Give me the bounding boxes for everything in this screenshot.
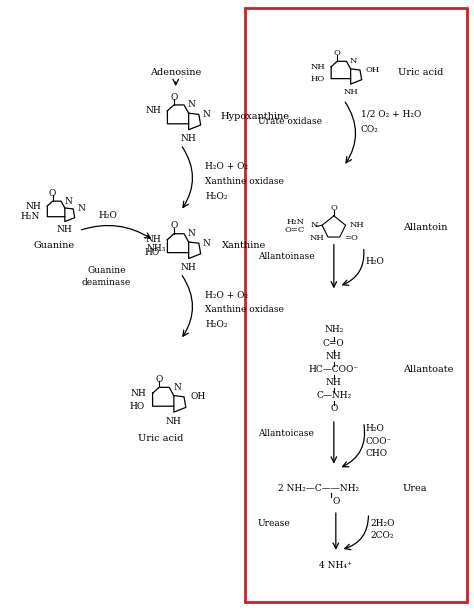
Text: O=C: O=C xyxy=(284,226,304,234)
Text: Uric acid: Uric acid xyxy=(398,68,444,76)
Text: 4 NH₄⁺: 4 NH₄⁺ xyxy=(319,561,352,570)
Text: NH: NH xyxy=(166,417,182,425)
Text: H₂O + O₂: H₂O + O₂ xyxy=(205,291,248,299)
Text: O: O xyxy=(330,204,337,212)
Text: HO: HO xyxy=(144,248,160,257)
Text: H₂O: H₂O xyxy=(99,211,118,221)
Text: 2 NH₂—C——NH₂: 2 NH₂—C——NH₂ xyxy=(278,484,360,493)
Text: H₂N: H₂N xyxy=(20,212,39,221)
Text: N: N xyxy=(188,229,196,238)
Text: NH: NH xyxy=(343,88,358,96)
Text: NH: NH xyxy=(26,202,41,211)
Text: N: N xyxy=(188,100,196,109)
Text: H₂O: H₂O xyxy=(365,425,384,433)
Text: NH: NH xyxy=(310,63,325,71)
Text: Allantoicase: Allantoicase xyxy=(258,430,314,438)
Text: O: O xyxy=(330,403,337,412)
Text: NH: NH xyxy=(146,235,162,244)
Text: Xanthine: Xanthine xyxy=(222,241,266,250)
Text: NH: NH xyxy=(57,225,73,234)
Text: Uric acid: Uric acid xyxy=(138,434,183,443)
Text: Allantoin: Allantoin xyxy=(403,223,447,232)
Text: O: O xyxy=(332,497,339,506)
Text: H₂O₂: H₂O₂ xyxy=(205,320,228,329)
Text: N: N xyxy=(349,57,357,65)
Text: C—NH₂: C—NH₂ xyxy=(316,390,352,400)
Text: Xanthine oxidase: Xanthine oxidase xyxy=(205,306,284,315)
Text: N: N xyxy=(311,221,318,229)
Text: NH₂: NH₂ xyxy=(324,325,344,334)
Text: 1/2 O₂ + H₂O: 1/2 O₂ + H₂O xyxy=(361,109,421,119)
Text: Urea: Urea xyxy=(403,484,428,493)
Text: Adenosine: Adenosine xyxy=(150,68,201,76)
Text: H₂N: H₂N xyxy=(286,218,304,225)
Text: O: O xyxy=(49,189,56,198)
Text: NH: NH xyxy=(326,378,342,387)
Text: N: N xyxy=(203,110,210,119)
Text: N: N xyxy=(65,197,73,206)
Text: NH: NH xyxy=(181,263,197,272)
Text: deaminase: deaminase xyxy=(82,278,131,287)
Text: Urate oxidase: Urate oxidase xyxy=(258,117,322,126)
Text: Guanine: Guanine xyxy=(34,241,75,250)
Text: Allantoate: Allantoate xyxy=(403,365,454,374)
Text: Hypoxanthine: Hypoxanthine xyxy=(220,112,289,121)
Text: CO₂: CO₂ xyxy=(361,125,378,134)
Text: N: N xyxy=(203,239,210,247)
Text: O: O xyxy=(155,375,163,384)
Text: H₂O: H₂O xyxy=(365,257,384,266)
Text: O: O xyxy=(170,92,178,101)
Text: =O: =O xyxy=(344,234,357,242)
Text: Guanine: Guanine xyxy=(87,266,126,275)
Text: H₂O + O₂: H₂O + O₂ xyxy=(205,162,248,171)
Text: 2H₂O: 2H₂O xyxy=(370,519,395,527)
Text: H₂O₂: H₂O₂ xyxy=(205,191,228,200)
Text: NH: NH xyxy=(309,234,324,242)
Text: NH₃: NH₃ xyxy=(146,244,165,253)
Text: Urease: Urease xyxy=(258,519,291,527)
Text: NH: NH xyxy=(326,352,342,361)
Text: N: N xyxy=(77,205,85,213)
Text: 2CO₂: 2CO₂ xyxy=(370,532,394,540)
Text: O: O xyxy=(334,49,340,57)
Text: O: O xyxy=(170,221,178,230)
Text: COO⁻: COO⁻ xyxy=(365,437,392,446)
Text: HC—COO⁻: HC—COO⁻ xyxy=(309,365,359,374)
Text: HO: HO xyxy=(129,401,145,411)
Text: NH: NH xyxy=(146,106,162,115)
Text: N: N xyxy=(173,383,181,392)
Bar xyxy=(245,8,467,602)
Text: NH: NH xyxy=(131,389,146,398)
Text: Allantoinase: Allantoinase xyxy=(258,252,314,261)
Text: OH: OH xyxy=(191,392,206,401)
Text: OH: OH xyxy=(366,66,380,74)
Text: NH: NH xyxy=(349,221,365,229)
Text: C=O: C=O xyxy=(323,339,345,348)
Text: HO: HO xyxy=(311,75,325,82)
Text: NH: NH xyxy=(181,134,197,143)
Text: CHO: CHO xyxy=(365,449,388,458)
Text: Xanthine oxidase: Xanthine oxidase xyxy=(205,177,284,186)
